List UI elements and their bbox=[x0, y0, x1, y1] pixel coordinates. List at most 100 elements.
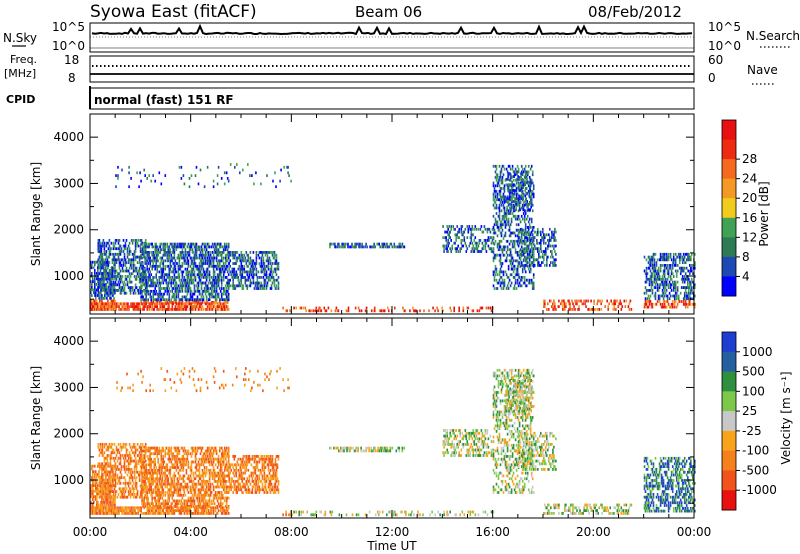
echo-cell bbox=[515, 181, 518, 185]
echo-cell bbox=[505, 167, 508, 171]
echo-cell bbox=[186, 270, 189, 274]
echo-cell bbox=[96, 495, 98, 499]
echo-cell bbox=[166, 256, 169, 260]
echo-cell bbox=[143, 245, 145, 249]
echo-cell bbox=[98, 264, 101, 267]
echo-cell bbox=[95, 283, 97, 286]
echo-cell bbox=[226, 305, 229, 308]
echo-cell bbox=[165, 287, 168, 290]
echo-cell bbox=[665, 289, 668, 292]
echo-cell bbox=[193, 289, 196, 293]
echo-cell bbox=[212, 289, 215, 293]
echo-cell bbox=[569, 308, 571, 311]
echo-cell bbox=[127, 286, 130, 289]
echo-cell bbox=[148, 308, 150, 311]
echo-cell bbox=[107, 305, 109, 308]
echo-cell bbox=[522, 228, 525, 232]
echo-cell bbox=[649, 289, 652, 292]
echo-cell bbox=[681, 280, 684, 284]
echo-cell bbox=[217, 281, 220, 285]
echo-cell bbox=[187, 253, 190, 257]
echo-cell bbox=[104, 302, 106, 306]
echo-cell bbox=[520, 227, 523, 231]
echo-cell bbox=[104, 462, 107, 466]
echo-cell bbox=[168, 292, 171, 296]
echo-cell bbox=[138, 275, 141, 278]
echo-cell bbox=[104, 495, 106, 499]
echo-cell bbox=[470, 233, 473, 237]
echo-cell bbox=[144, 256, 146, 260]
echo-cell bbox=[170, 253, 173, 257]
echo-cell bbox=[205, 298, 208, 302]
echo-cell bbox=[157, 295, 159, 299]
echo-cell bbox=[502, 203, 505, 207]
echo-cell bbox=[509, 167, 512, 171]
echo-cell bbox=[115, 252, 118, 256]
echo-cell bbox=[176, 276, 179, 279]
echo-cell bbox=[274, 270, 277, 274]
echo-cell bbox=[159, 308, 162, 311]
echo-cell bbox=[500, 181, 503, 185]
echo-cell bbox=[527, 244, 530, 248]
echo-cell bbox=[101, 462, 104, 466]
echo-cell bbox=[506, 276, 509, 279]
echo-cell bbox=[669, 252, 672, 256]
echo-cell bbox=[673, 305, 676, 309]
echo-cell bbox=[224, 292, 227, 296]
echo-cell bbox=[391, 245, 394, 249]
echo-cell bbox=[232, 267, 234, 271]
echo-cell bbox=[163, 248, 166, 252]
echo-cell bbox=[221, 251, 224, 254]
echo-cell bbox=[682, 300, 685, 303]
echo-cell bbox=[112, 448, 115, 452]
echo-cell bbox=[217, 242, 220, 246]
cpid-text: normal (fast) 151 RF bbox=[94, 93, 234, 107]
echo-cell bbox=[262, 276, 265, 279]
echo-cell bbox=[107, 271, 109, 275]
echo-cell bbox=[207, 259, 210, 263]
echo-cell bbox=[141, 247, 144, 251]
echo-cell bbox=[114, 467, 116, 471]
echo-cell bbox=[532, 184, 535, 188]
echo-cell bbox=[143, 298, 145, 302]
echo-cell bbox=[154, 298, 156, 302]
echo-cell bbox=[532, 276, 535, 279]
echo-cell bbox=[589, 308, 591, 311]
echo-cell bbox=[122, 269, 125, 273]
echo-cell bbox=[243, 267, 246, 271]
echo-cell bbox=[128, 250, 131, 253]
echo-cell bbox=[116, 272, 119, 276]
echo-cell bbox=[647, 266, 650, 270]
echo-cell bbox=[159, 251, 162, 254]
echo-cell bbox=[457, 250, 459, 253]
echo-cell bbox=[90, 495, 92, 499]
echo-cell bbox=[157, 259, 159, 263]
echo-cell bbox=[110, 302, 112, 306]
echo-cell bbox=[133, 264, 136, 267]
echo-cell bbox=[251, 174, 253, 177]
echo-cell bbox=[644, 286, 647, 289]
echo-cell bbox=[270, 264, 273, 268]
echo-cell bbox=[120, 247, 123, 251]
echo-cell bbox=[133, 252, 136, 256]
echo-cell bbox=[514, 259, 517, 263]
echo-cell bbox=[98, 492, 100, 496]
echo-cell bbox=[188, 284, 191, 288]
echo-cell bbox=[124, 258, 127, 262]
echo-cell bbox=[255, 281, 258, 285]
echo-cell bbox=[277, 264, 280, 268]
echo-cell bbox=[122, 487, 125, 491]
echo-cell bbox=[513, 173, 516, 177]
echo-cell bbox=[651, 264, 654, 267]
echo-cell bbox=[528, 278, 531, 282]
echo-cell bbox=[153, 308, 155, 311]
echo-cell bbox=[233, 287, 236, 290]
echo-cell bbox=[228, 262, 230, 265]
echo-cell bbox=[268, 259, 271, 263]
echo-cell bbox=[218, 267, 221, 271]
echo-cell bbox=[476, 250, 479, 253]
echo-cell bbox=[163, 273, 166, 277]
echo-cell bbox=[270, 276, 273, 279]
echo-cell bbox=[249, 270, 252, 274]
echo-cell bbox=[101, 503, 103, 507]
